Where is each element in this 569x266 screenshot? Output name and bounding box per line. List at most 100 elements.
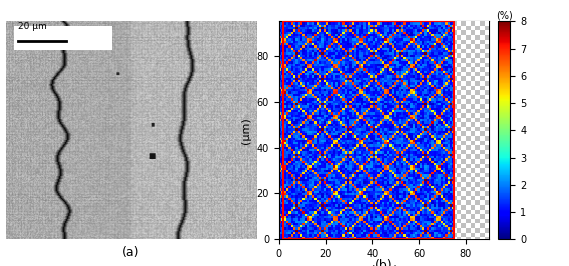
Bar [475,122,477,124]
Bar [485,53,487,56]
Bar [471,161,473,164]
Bar [477,219,480,221]
Bar [464,157,466,159]
Bar [459,237,461,239]
Bar [483,67,485,69]
Bar [468,97,471,99]
Bar [459,44,461,47]
Bar [464,230,466,232]
Bar [475,99,477,102]
Bar [487,122,489,124]
Bar [473,207,475,210]
Bar [483,53,485,56]
Bar [464,63,466,65]
Bar [14,26,112,50]
Bar [461,67,464,69]
Bar [468,210,471,212]
Bar [459,182,461,184]
Bar [468,193,471,196]
Bar [466,226,468,228]
Bar [473,141,475,143]
Bar [468,235,471,237]
Bar [464,189,466,191]
Bar [459,60,461,63]
Bar [477,53,480,56]
Bar [485,136,487,138]
Bar [473,200,475,203]
Bar [487,150,489,152]
Bar [480,72,483,74]
Bar [483,102,485,104]
Bar [485,150,487,152]
Bar [471,113,473,115]
Bar [477,90,480,93]
Bar [487,219,489,221]
Bar [459,189,461,191]
Bar [468,72,471,74]
Bar [475,182,477,184]
Bar [471,143,473,145]
Bar [471,203,473,205]
Bar [464,129,466,131]
Bar [464,21,466,24]
Bar [456,200,459,203]
Bar [464,205,466,207]
Bar [477,60,480,63]
Bar [487,83,489,86]
Bar [459,26,461,28]
Bar [454,210,456,212]
Bar [480,200,483,203]
Bar [480,44,483,47]
Bar [466,28,468,31]
Bar [477,102,480,104]
Bar [485,164,487,166]
Bar [485,166,487,168]
Bar [487,79,489,81]
Bar [464,226,466,228]
Bar [461,47,464,49]
Bar [456,65,459,67]
Bar [464,186,466,189]
Bar [464,118,466,120]
Bar [487,191,489,193]
Bar [487,214,489,217]
Bar [459,67,461,69]
Bar [461,210,464,212]
Bar [483,28,485,31]
Bar [487,180,489,182]
Bar [456,113,459,115]
Bar [477,205,480,207]
Bar [480,81,483,83]
Bar [471,21,473,24]
Bar [461,177,464,180]
Bar [473,79,475,81]
Bar [461,168,464,171]
Bar [464,74,466,76]
Bar [475,180,477,182]
Bar [466,60,468,63]
Bar [483,21,485,24]
Bar [471,106,473,109]
Bar [487,106,489,109]
Bar [456,40,459,42]
Bar [459,235,461,237]
Bar [454,122,456,124]
Bar [466,63,468,65]
Bar [468,219,471,221]
Bar [487,31,489,33]
Bar [459,102,461,104]
Bar [471,115,473,118]
Bar [468,148,471,150]
Bar [475,74,477,76]
Bar [454,35,456,37]
Bar [477,106,480,109]
Bar [485,168,487,171]
Bar [456,214,459,217]
Bar [461,193,464,196]
Bar [468,113,471,115]
Bar [480,86,483,88]
Bar [466,230,468,232]
Bar [454,72,456,74]
Bar [483,203,485,205]
Bar [477,67,480,69]
